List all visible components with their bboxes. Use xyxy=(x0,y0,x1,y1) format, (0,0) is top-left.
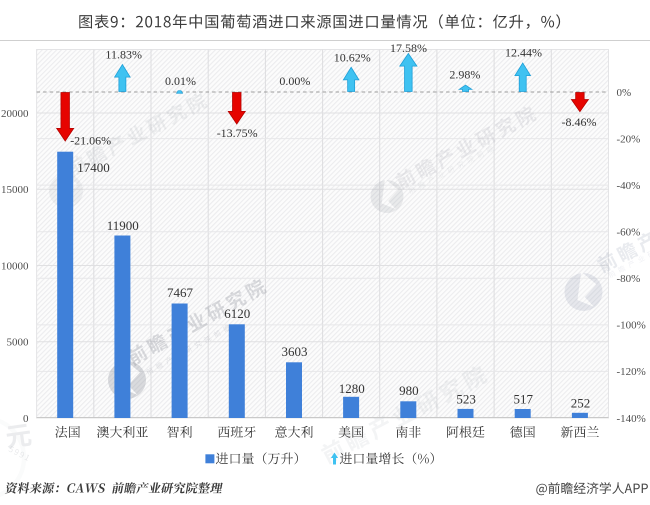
svg-text:523: 523 xyxy=(456,392,476,407)
svg-text:1280: 1280 xyxy=(339,381,365,396)
svg-text:-13.75%: -13.75% xyxy=(217,126,258,140)
svg-text:15000: 15000 xyxy=(1,184,29,196)
svg-text:-140%: -140% xyxy=(617,413,646,425)
svg-text:0: 0 xyxy=(23,413,29,425)
svg-text:-80%: -80% xyxy=(617,273,641,285)
svg-text:2.98%: 2.98% xyxy=(449,67,480,81)
svg-text:10000: 10000 xyxy=(1,260,29,272)
svg-text:-120%: -120% xyxy=(617,366,646,378)
svg-text:0%: 0% xyxy=(617,87,632,99)
svg-text:20000: 20000 xyxy=(1,108,29,120)
svg-text:11.83%: 11.83% xyxy=(105,48,142,62)
svg-text:-8.46%: -8.46% xyxy=(562,115,597,129)
svg-text:12.44%: 12.44% xyxy=(505,45,542,59)
svg-text:-20%: -20% xyxy=(617,133,641,145)
svg-text:0.01%: 0.01% xyxy=(165,74,196,88)
svg-text:7467: 7467 xyxy=(167,285,194,300)
svg-text:5000: 5000 xyxy=(7,337,30,349)
svg-text:-40%: -40% xyxy=(617,180,641,192)
svg-text:17.58%: 17.58% xyxy=(390,41,427,55)
svg-text:10.62%: 10.62% xyxy=(334,51,371,65)
svg-text:17400: 17400 xyxy=(77,160,110,175)
svg-text:0.00%: 0.00% xyxy=(279,74,310,88)
svg-text:980: 980 xyxy=(399,383,419,398)
svg-text:6120: 6120 xyxy=(224,306,250,321)
svg-text:252: 252 xyxy=(571,396,591,411)
svg-text:3603: 3603 xyxy=(282,344,308,359)
svg-text:11900: 11900 xyxy=(107,218,139,233)
svg-text:517: 517 xyxy=(514,392,534,407)
svg-text:-100%: -100% xyxy=(617,320,646,332)
svg-text:-21.06%: -21.06% xyxy=(70,134,111,148)
svg-text:-60%: -60% xyxy=(617,227,641,239)
